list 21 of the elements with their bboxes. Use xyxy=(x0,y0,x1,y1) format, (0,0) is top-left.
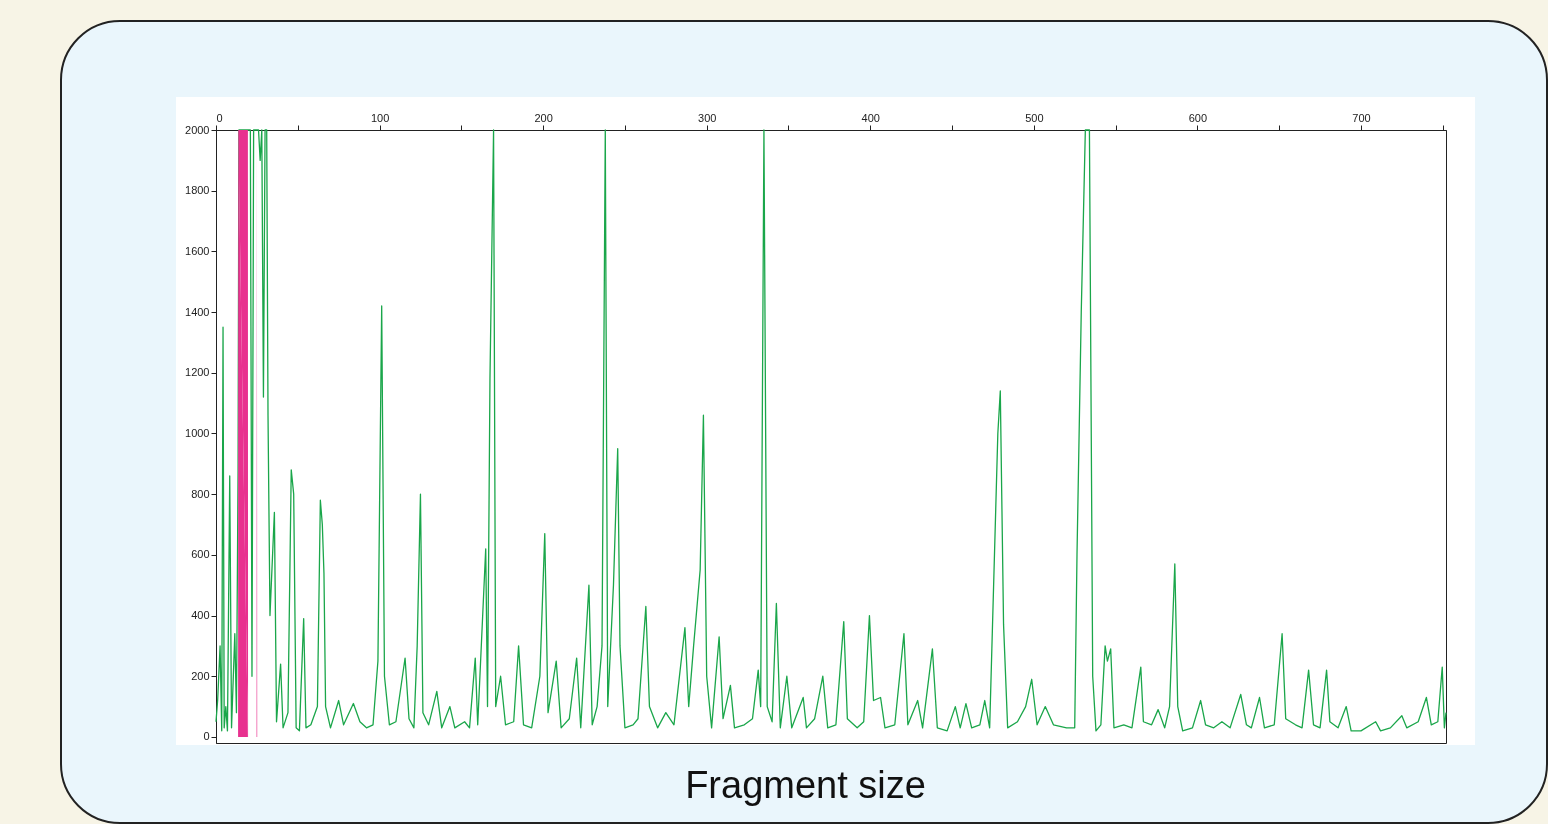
y-tick-label: 2000 xyxy=(185,123,210,136)
x-tick-label: 700 xyxy=(1352,111,1371,124)
x-tick-label: 400 xyxy=(861,111,880,124)
x-tick-label: 200 xyxy=(534,111,553,124)
x-axis-title: Fragment size xyxy=(685,763,926,806)
y-tick-label: 1200 xyxy=(185,366,210,379)
y-tick-label: 200 xyxy=(191,669,210,682)
y-tick-label: 600 xyxy=(191,548,210,561)
y-tick-label: 1400 xyxy=(185,305,210,318)
y-tick-label: 800 xyxy=(191,487,210,500)
x-tick-label: 300 xyxy=(698,111,717,124)
y-tick-label: 1800 xyxy=(185,184,210,197)
x-tick-label: 500 xyxy=(1025,111,1044,124)
x-tick-label: 0 xyxy=(216,111,223,124)
x-tick-label: 600 xyxy=(1188,111,1208,124)
y-tick-label: 0 xyxy=(203,730,210,743)
line-series xyxy=(215,129,1447,732)
x-tick-label: 100 xyxy=(370,111,390,124)
y-tick-label: 1000 xyxy=(185,426,210,439)
y-tick-label: 400 xyxy=(191,609,210,622)
y-tick-label: 1600 xyxy=(185,244,210,257)
